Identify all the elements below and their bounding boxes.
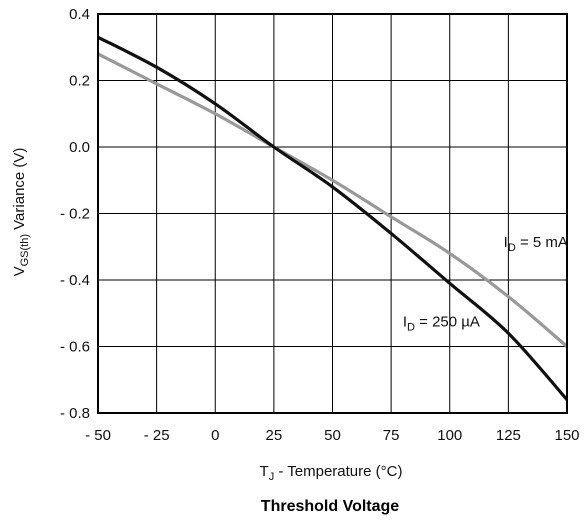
x-tick-label: 125 [496,427,521,444]
y-tick-label: - 0.6 [60,339,90,356]
x-axis-label-main: T [260,463,269,480]
x-tick-label: 0 [211,427,219,444]
x-axis-label: TJ - Temperature (°C) [260,463,403,483]
series-line-250ua [97,35,569,401]
series-label-250ua: ID = 250 µA [403,314,480,334]
series-layer [97,35,569,401]
x-tick-label: 150 [554,427,579,444]
y-axis-label-main: V [11,266,28,276]
x-tick-label: 50 [324,427,341,444]
series-annotations: ID = 250 µA ID = 5 mA [403,234,568,334]
x-tick-label: 25 [266,427,283,444]
plot-frame [97,13,568,414]
series-line-5ma [97,52,569,348]
x-axis-label-rest: - Temperature (°C) [274,463,402,480]
y-axis-label: VGS(th) Variance (V) [11,148,31,277]
y-tick-label: 0.4 [69,6,90,23]
y-tick-label: - 0.8 [60,405,90,422]
y-tick-label: 0.0 [69,139,90,156]
x-tick-label: 75 [383,427,400,444]
x-tick-label: - 50 [85,427,111,444]
x-tick-labels: - 50 - 25 0 25 50 75 100 125 150 [85,427,579,444]
y-tick-label: 0.2 [69,73,90,90]
x-tick-label: 100 [437,427,462,444]
x-axis-label-sub: J [269,471,275,483]
chart-title: Threshold Voltage [261,498,399,515]
y-tick-label: - 0.4 [60,272,90,289]
y-tick-label: - 0.2 [60,206,90,223]
y-tick-labels: 0.4 0.2 0.0 - 0.2 - 0.4 - 0.6 - 0.8 [60,6,90,422]
series-label-5ma: ID = 5 mA [504,234,568,254]
y-axis-label-rest: Variance (V) [11,148,28,234]
x-tick-label: - 25 [144,427,170,444]
y-axis-label-sub: GS(th) [19,234,31,266]
